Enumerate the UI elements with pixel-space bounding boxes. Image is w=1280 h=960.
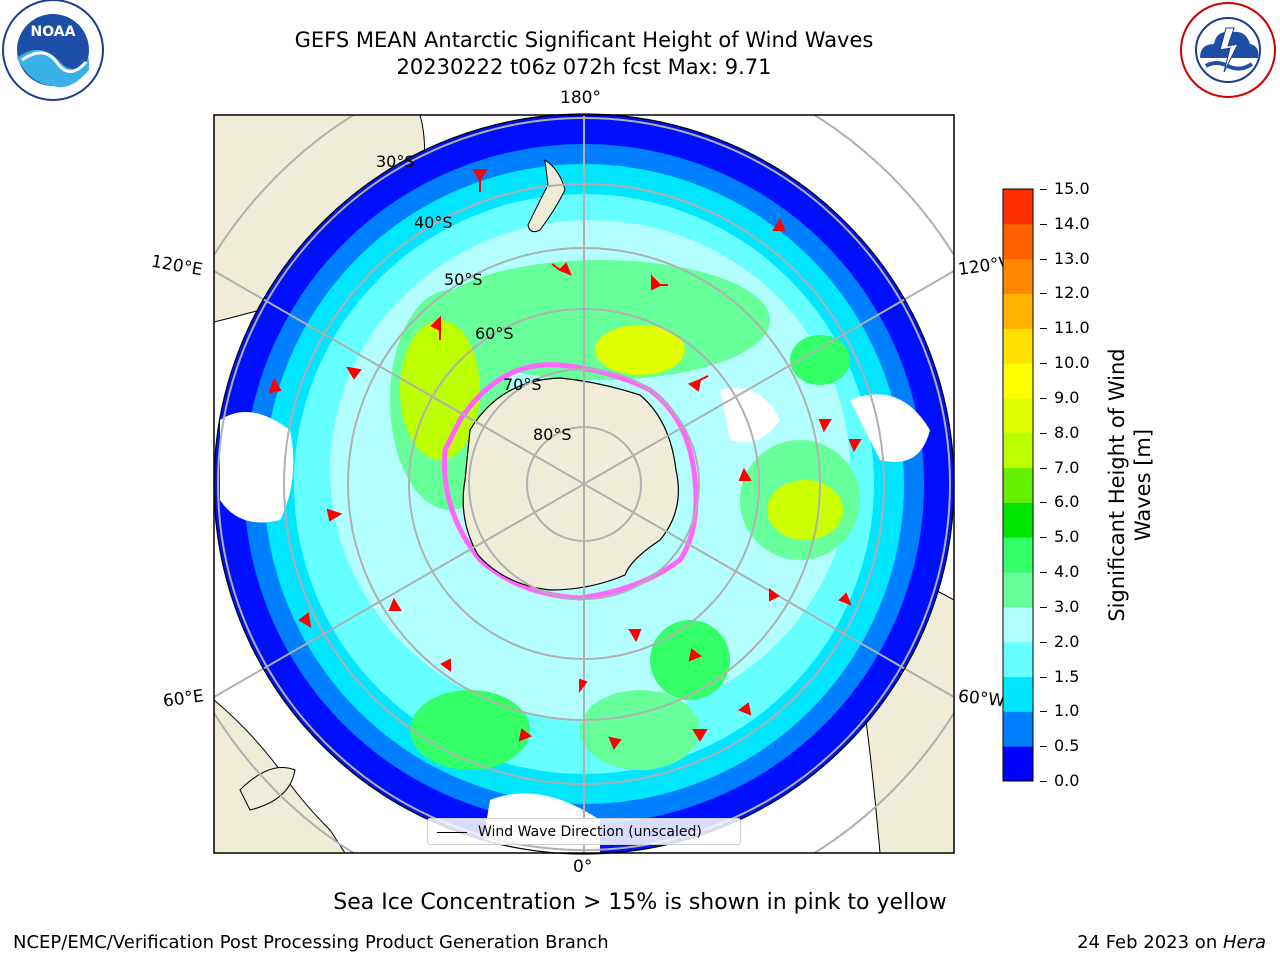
colorbar-tick-label: 12.0 (1054, 283, 1090, 303)
map-frame (213, 114, 955, 854)
colorbar-tick-label: 6.0 (1054, 492, 1080, 512)
colorbar-tick-label: 5.0 (1054, 527, 1080, 547)
wave-direction-arrows (268, 169, 862, 751)
colorbar-tickmark (1040, 746, 1047, 748)
colorbar-segment (1003, 328, 1033, 364)
colorbar-segment (1003, 223, 1033, 260)
colorbar-tickmark (1040, 258, 1047, 260)
colorbar-frame (1002, 188, 1034, 782)
colorbar-tickmark (1040, 502, 1047, 504)
colorbar-tick-label: 2.0 (1054, 631, 1080, 651)
lon-label-180: 180° (560, 88, 601, 108)
nws-logo (1180, 2, 1276, 98)
colorbar-label: Significant Height of Wind Waves [m] (1105, 348, 1155, 622)
sea-ice-note: Sea Ice Concentration > 15% is shown in … (333, 890, 947, 915)
colorbar-segment (1003, 711, 1033, 747)
lat-label-60s: 60°S (475, 324, 514, 343)
colorbar-segment (1003, 746, 1033, 782)
chart-subtitle: 20230222 t06z 072h fcst Max: 9.71 (396, 55, 772, 79)
chart-title: GEFS MEAN Antarctic Significant Height o… (294, 28, 874, 52)
noaa-logo-text: NOAA (31, 24, 76, 40)
legend-line-swatch (437, 832, 467, 833)
colorbar-tick-label: 8.0 (1054, 422, 1080, 442)
map-legend: Wind Wave Direction (unscaled) (427, 818, 741, 845)
colorbar-segment (1003, 641, 1033, 678)
date-text: 24 Feb 2023 on (1077, 932, 1223, 953)
colorbar (1002, 188, 1034, 782)
colorbar-tickmark (1040, 676, 1047, 678)
colorbar-segment (1003, 432, 1033, 469)
colorbar-tickmark (1040, 328, 1047, 330)
lat-label-50s: 50°S (444, 270, 483, 289)
colorbar-segment (1003, 676, 1033, 712)
lon-label-0: 0° (573, 857, 593, 877)
colorbar-tick-label: 4.0 (1054, 562, 1080, 582)
land-madagascar (239, 767, 296, 811)
colorbar-tickmark (1040, 293, 1047, 295)
colorbar-tick-label: 10.0 (1054, 353, 1090, 373)
sea-ice-edge (441, 362, 699, 601)
lat-label-30s: 30°S (376, 152, 415, 171)
colorbar-segment (1003, 537, 1033, 573)
colorbar-segment (1003, 467, 1033, 503)
colorbar-segment (1003, 397, 1033, 434)
colorbar-tick-label: 13.0 (1054, 248, 1090, 268)
host-name: Hera (1222, 932, 1266, 953)
colorbar-tick-label: 1.5 (1054, 666, 1080, 686)
date-footer: 24 Feb 2023 on Hera (1077, 932, 1266, 953)
lat-label-80s: 80°S (533, 425, 572, 444)
colorbar-ticks: 0.0 0.5 1.0 1.5 2.0 3.0 4.0 5.0 6.0 7.0 8.0 9.0 10.0… (1040, 180, 1100, 790)
colorbar-tickmark (1040, 223, 1047, 225)
colorbar-tick-label: 0.0 (1054, 771, 1080, 790)
colorbar-segment (1003, 502, 1033, 538)
noaa-logo: NOAA (2, 0, 104, 101)
land-new-zealand (527, 158, 566, 233)
colorbar-tick-label: 3.0 (1054, 596, 1080, 616)
land-antarctica (462, 377, 679, 591)
colorbar-tickmark (1040, 363, 1047, 365)
graticule (214, 115, 954, 853)
colorbar-segment (1003, 189, 1033, 225)
colorbar-segment (1003, 572, 1033, 608)
colorbar-tickmark (1040, 711, 1047, 713)
colorbar-tickmark (1040, 432, 1047, 434)
colorbar-tickmark (1040, 572, 1047, 574)
colorbar-tick-label: 1.0 (1054, 701, 1080, 721)
legend-label: Wind Wave Direction (unscaled) (478, 824, 702, 840)
colorbar-tickmark (1040, 467, 1047, 469)
colorbar-tickmark (1040, 397, 1047, 399)
lat-label-40s: 40°S (414, 213, 453, 232)
credit-line: NCEP/EMC/Verification Post Processing Pr… (13, 932, 609, 953)
colorbar-tick-label: 15.0 (1054, 179, 1090, 198)
colorbar-tick-label: 7.0 (1054, 457, 1080, 477)
colorbar-tick-label: 0.5 (1054, 736, 1080, 756)
lat-label-70s: 70°S (503, 375, 542, 394)
colorbar-tick-label: 11.0 (1054, 318, 1090, 338)
colorbar-tickmark (1040, 606, 1047, 608)
colorbar-segment (1003, 258, 1033, 294)
colorbar-segment (1003, 606, 1033, 643)
colorbar-tick-label: 14.0 (1054, 213, 1090, 233)
colorbar-tickmark (1040, 537, 1047, 539)
colorbar-tickmark (1040, 781, 1047, 782)
colorbar-segment (1003, 363, 1033, 399)
colorbar-tickmark (1040, 189, 1047, 190)
colorbar-tick-label: 9.0 (1054, 387, 1080, 407)
colorbar-segment (1003, 293, 1033, 329)
colorbar-tickmark (1040, 641, 1047, 643)
